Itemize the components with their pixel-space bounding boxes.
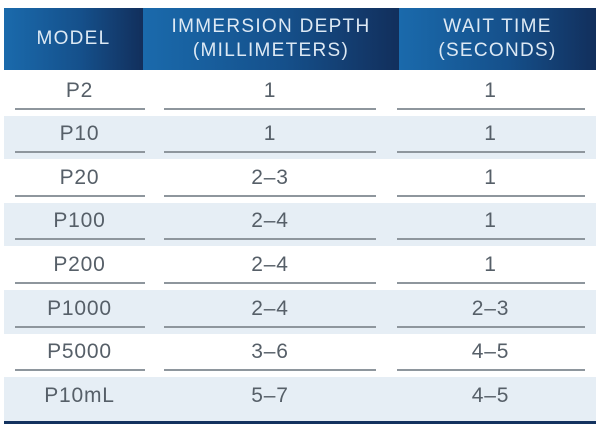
cell-value: 2–4 xyxy=(164,209,376,241)
cell-immersion-depth-mm: 1 xyxy=(155,79,385,116)
cell-model: P20 xyxy=(4,166,155,203)
cell-model: P5000 xyxy=(4,340,155,377)
cell-value: 2–4 xyxy=(164,297,376,328)
cell-wait-time-s: 1 xyxy=(385,166,596,203)
cell-model: P10 xyxy=(4,122,155,159)
column-header-wait-time: WAIT TIME (SECONDS) xyxy=(399,8,596,70)
cell-immersion-depth-mm: 2–4 xyxy=(155,253,385,290)
column-header-immersion-depth: IMMERSION DEPTH (MILLIMETERS) xyxy=(143,8,399,70)
cell-immersion-depth-mm: 1 xyxy=(155,122,385,159)
cell-value: P1000 xyxy=(14,297,145,328)
cell-immersion-depth-mm: 5–7 xyxy=(155,384,385,421)
cell-value: 5–7 xyxy=(251,383,289,407)
cell-value: 1 xyxy=(396,253,585,284)
cell-model: P200 xyxy=(4,253,155,290)
cell-value: 1 xyxy=(396,166,585,197)
table-row: P5000 3–6 4–5 xyxy=(4,334,596,378)
pipette-immersion-table: MODEL IMMERSION DEPTH (MILLIMETERS) WAIT… xyxy=(4,8,596,424)
cell-value: P10 xyxy=(14,122,145,154)
cell-value: P100 xyxy=(14,209,145,241)
cell-value: 4–5 xyxy=(396,340,585,372)
cell-value: P200 xyxy=(14,253,145,284)
cell-model: P1000 xyxy=(4,297,155,334)
cell-immersion-depth-mm: 2–4 xyxy=(155,297,385,334)
column-header-immersion-depth-unit: (MILLIMETERS) xyxy=(192,40,350,61)
cell-value: 1 xyxy=(164,122,376,154)
cell-value: P10mL xyxy=(44,383,115,407)
cell-wait-time-s: 1 xyxy=(385,253,596,290)
table-row: P1000 2–4 2–3 xyxy=(4,289,596,334)
table-row: P10mL 5–7 4–5 xyxy=(4,377,596,421)
table-row: P10 1 1 xyxy=(4,115,596,160)
cell-value: 1 xyxy=(396,122,585,154)
cell-value: 3–6 xyxy=(164,340,376,372)
column-header-wait-time-unit: (SECONDS) xyxy=(438,40,557,61)
table-body: P2 1 1 P10 1 1 P20 2–3 1 P100 2–4 1 P200 2–4 1 P1000 2–4… xyxy=(4,72,596,421)
table-row: P20 2–3 1 xyxy=(4,159,596,203)
table-row: P2 1 1 xyxy=(4,72,596,116)
table-row: P200 2–4 1 xyxy=(4,246,596,290)
cell-immersion-depth-mm: 2–3 xyxy=(155,166,385,203)
cell-wait-time-s: 1 xyxy=(385,209,596,246)
table-row: P100 2–4 1 xyxy=(4,202,596,247)
table-header-row: MODEL IMMERSION DEPTH (MILLIMETERS) WAIT… xyxy=(4,8,596,70)
cell-immersion-depth-mm: 3–6 xyxy=(155,340,385,377)
cell-value: 4–5 xyxy=(471,383,510,407)
column-header-model: MODEL xyxy=(4,8,143,70)
cell-wait-time-s: 4–5 xyxy=(385,340,596,377)
cell-wait-time-s: 2–3 xyxy=(385,297,596,334)
cell-value: P5000 xyxy=(14,340,145,372)
cell-value: 2–3 xyxy=(396,297,585,328)
cell-model: P2 xyxy=(4,79,155,116)
column-header-immersion-depth-label: IMMERSION DEPTH xyxy=(171,16,371,37)
cell-wait-time-s: 1 xyxy=(385,122,596,159)
cell-value: 2–3 xyxy=(164,166,376,197)
cell-model: P100 xyxy=(4,209,155,246)
cell-value: 1 xyxy=(396,79,585,110)
cell-value: 2–4 xyxy=(164,253,376,284)
cell-wait-time-s: 4–5 xyxy=(385,384,596,421)
cell-value: P2 xyxy=(14,79,145,110)
cell-value: 1 xyxy=(164,79,376,110)
cell-value: 1 xyxy=(396,209,585,241)
column-header-wait-time-label: WAIT TIME xyxy=(443,16,552,37)
cell-model: P10mL xyxy=(4,384,155,421)
cell-value: P20 xyxy=(14,166,145,197)
cell-immersion-depth-mm: 2–4 xyxy=(155,209,385,246)
cell-wait-time-s: 1 xyxy=(385,79,596,116)
table-bottom-rule xyxy=(4,420,596,424)
column-header-model-label: MODEL xyxy=(36,28,111,49)
